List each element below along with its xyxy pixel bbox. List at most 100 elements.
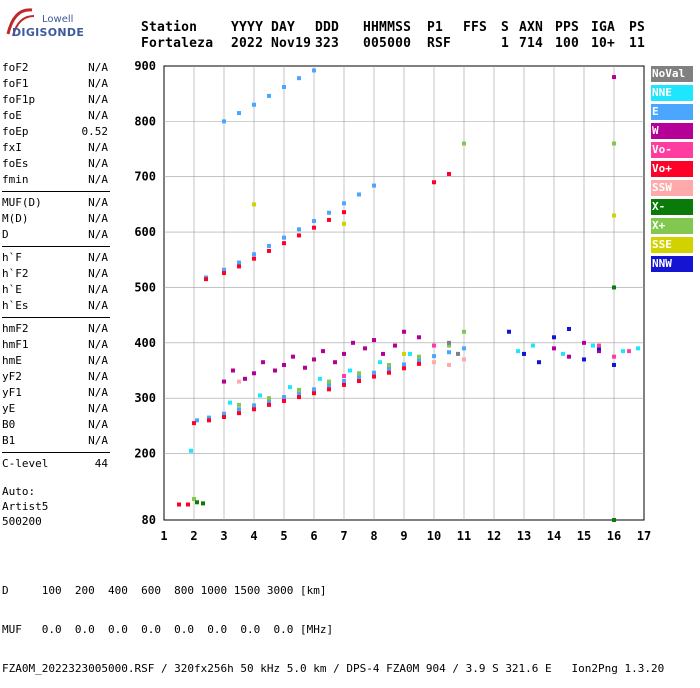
param-value: N/A xyxy=(88,77,108,90)
param-name: foF1 xyxy=(2,77,29,90)
data-point-vo- xyxy=(282,398,286,403)
footer-muf-row: MUF 0.0 0.0 0.0 0.0 0.0 0.0 0.0 0.0 [MHz… xyxy=(2,623,334,636)
param-value: N/A xyxy=(88,338,108,351)
data-point-e xyxy=(372,370,376,375)
param-name: MUF(D) xyxy=(2,196,42,209)
param-row: fmin N/A xyxy=(2,172,110,188)
param-row: foEs N/A xyxy=(2,156,110,172)
data-point-vo- xyxy=(402,366,406,371)
data-point-e xyxy=(282,85,286,90)
param-separator xyxy=(2,191,110,192)
data-point-e xyxy=(222,267,226,272)
data-point-nne xyxy=(348,368,352,373)
header-value-4: 005000 xyxy=(363,36,412,51)
header-value-5: RSF xyxy=(427,36,452,51)
data-point-vo- xyxy=(177,502,181,507)
param-row: h`E N/A xyxy=(2,282,110,298)
data-point-vo- xyxy=(342,374,346,379)
data-point-w xyxy=(282,362,286,367)
param-row: D N/A xyxy=(2,227,110,243)
header-label-8: AXN xyxy=(519,20,544,35)
data-point-w xyxy=(597,349,601,354)
data-point-w xyxy=(342,351,346,356)
data-point-e xyxy=(312,387,316,392)
x-tick-label: 13 xyxy=(517,529,531,543)
data-point-vo- xyxy=(204,277,208,282)
ionogram-chart: 1 2 3 4 5 6 7 8 9 10 11 12 13 14 15 16 17802003004005006… xyxy=(134,59,651,543)
auto-label: Auto: xyxy=(2,485,36,498)
data-point-vo- xyxy=(417,361,421,366)
legend-item-w: W xyxy=(651,123,693,139)
param-value: 44 xyxy=(94,457,108,470)
legend-item-e: E xyxy=(651,104,693,120)
x-tick-label: 9 xyxy=(400,529,407,543)
data-point-nne xyxy=(591,343,595,348)
data-point-noval xyxy=(447,340,451,345)
header-label-5: P1 xyxy=(427,20,444,35)
data-point-nnw xyxy=(582,357,586,362)
data-point-vo- xyxy=(252,256,256,261)
param-name: h`F2 xyxy=(2,267,29,280)
x-tick-label: 2 xyxy=(190,529,197,543)
digisonde-logo: Lowell DIGISONDE xyxy=(4,4,84,44)
data-point-x- xyxy=(201,501,205,506)
data-point-vo- xyxy=(342,382,346,387)
data-point-e xyxy=(447,350,451,355)
logo-text-digisonde: DIGISONDE xyxy=(12,26,85,39)
y-tick-label: 80 xyxy=(142,513,156,527)
data-point-sse xyxy=(342,221,346,226)
data-point-x- xyxy=(195,500,199,505)
data-point-w xyxy=(582,340,586,345)
header-label-11: PS xyxy=(629,20,646,35)
data-point-e xyxy=(297,227,301,232)
header-value-6: 1 xyxy=(501,36,510,51)
data-point-vo- xyxy=(297,233,301,238)
data-point-vo- xyxy=(207,418,211,423)
header-label-3: DDD xyxy=(315,20,340,35)
data-point-nnw xyxy=(612,362,616,367)
y-tick-label: 200 xyxy=(134,447,156,461)
data-point-x- xyxy=(612,285,616,290)
data-point-nnw xyxy=(567,326,571,331)
data-point-vo- xyxy=(222,271,226,276)
param-row: C-level 44 xyxy=(2,456,110,472)
header-value-8: 100 xyxy=(555,36,580,51)
y-tick-label: 700 xyxy=(134,170,156,184)
param-name: B0 xyxy=(2,418,16,431)
header-label-6: FFS xyxy=(463,20,488,35)
data-point-e xyxy=(282,395,286,400)
footer-file-info: FZA0M_2022323005000.RSF / 320fx256h 50 k… xyxy=(2,662,665,675)
data-point-e xyxy=(237,407,241,412)
data-point-w xyxy=(273,368,277,373)
data-point-vo- xyxy=(237,411,241,416)
data-point-e xyxy=(417,358,421,363)
data-point-vo- xyxy=(432,343,436,348)
param-name: foEs xyxy=(2,157,29,170)
x-tick-label: 12 xyxy=(487,529,501,543)
param-value: N/A xyxy=(88,283,108,296)
data-point-w xyxy=(381,351,385,356)
footer: D 100 200 400 600 800 1000 1500 3000 [km… xyxy=(2,558,664,688)
param-value: N/A xyxy=(88,157,108,170)
param-value: N/A xyxy=(88,196,108,209)
logo-text-lowell: Lowell xyxy=(42,14,74,25)
footer-distance-row: D 100 200 400 600 800 1000 1500 3000 [km… xyxy=(2,584,327,597)
param-row: yF2 N/A xyxy=(2,369,110,385)
data-point-e xyxy=(387,366,391,371)
param-value: N/A xyxy=(88,386,108,399)
data-point-x- xyxy=(612,518,616,522)
data-point-vo- xyxy=(327,217,331,222)
data-point-w xyxy=(243,376,247,381)
data-point-vo- xyxy=(312,391,316,396)
data-point-e xyxy=(297,391,301,396)
data-point-x- xyxy=(192,496,196,501)
data-point-sse xyxy=(402,351,406,356)
auto-code: 500200 xyxy=(2,515,42,528)
param-name: h`F xyxy=(2,251,22,264)
x-tick-label: 8 xyxy=(370,529,377,543)
data-point-w xyxy=(351,340,355,345)
data-point-e xyxy=(237,260,241,265)
y-tick-label: 300 xyxy=(134,391,156,405)
param-name: foE xyxy=(2,109,22,122)
data-point-e xyxy=(462,346,466,351)
